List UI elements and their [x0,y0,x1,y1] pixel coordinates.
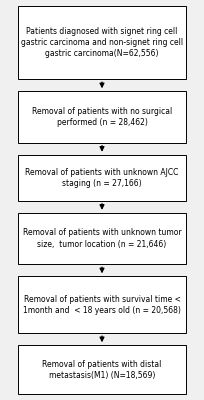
Text: Removal of patients with survival time <
1month and  < 18 years old (n = 20,568): Removal of patients with survival time <… [23,295,181,315]
Text: Removal of patients with unknown tumor
size,  tumor location (n = 21,646): Removal of patients with unknown tumor s… [23,228,181,248]
Text: Removal of patients with unknown AJCC
staging (n = 27,166): Removal of patients with unknown AJCC st… [25,168,179,188]
FancyBboxPatch shape [18,155,186,201]
FancyBboxPatch shape [18,213,186,264]
Text: Removal of patients with no surgical
performed (n = 28,462): Removal of patients with no surgical per… [32,107,172,127]
Text: Patients diagnosed with signet ring cell
gastric carcinoma and non-signet ring c: Patients diagnosed with signet ring cell… [21,27,183,58]
FancyBboxPatch shape [18,6,186,79]
FancyBboxPatch shape [18,276,186,333]
FancyBboxPatch shape [18,91,186,143]
Text: Removal of patients with distal
metastasis(M1) (N=18,569): Removal of patients with distal metastas… [42,360,162,380]
FancyBboxPatch shape [18,345,186,394]
